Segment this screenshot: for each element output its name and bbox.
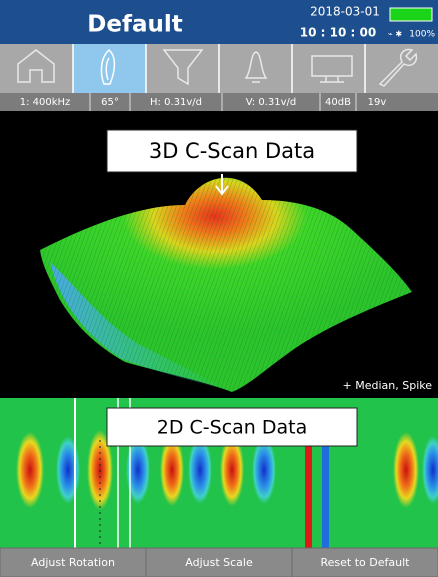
battery-icon xyxy=(390,8,432,21)
action-button[interactable]: Adjust Scale xyxy=(146,548,292,577)
label-3d: 3D C-Scan Data xyxy=(149,139,315,163)
battery-percent: 100% xyxy=(409,30,435,40)
button-label[interactable]: Reset to Default xyxy=(321,556,411,569)
label-2d: 2D C-Scan Data xyxy=(157,417,307,439)
status-item: 19v xyxy=(368,97,387,108)
time: 10 : 10 : 00 xyxy=(300,26,376,40)
buttons: Adjust Rotation Adjust Scale Reset to Defa… xyxy=(0,548,438,577)
profile-title: Default xyxy=(87,12,182,38)
status-item: 65° xyxy=(101,97,119,108)
date: 2018-03-01 xyxy=(310,5,380,19)
button-label[interactable]: Adjust Scale xyxy=(185,556,253,569)
wifi-bt-icons: ⌁ ✱ xyxy=(388,30,402,39)
action-button[interactable]: Reset to Default xyxy=(292,548,438,577)
button-label[interactable]: Adjust Rotation xyxy=(31,556,115,569)
device-screen: Default 2018-03-01 10 : 10 : 00 ⌁ ✱ 100%… xyxy=(0,0,438,577)
action-button[interactable]: Adjust Rotation xyxy=(0,548,146,577)
status-item: H: 0.31v/d xyxy=(150,97,202,108)
status-item: 40dB xyxy=(325,97,351,108)
status-item: 1: 400kHz xyxy=(20,97,71,108)
status-item: V: 0.31v/d xyxy=(246,97,296,108)
filter-info: + Median, Spike xyxy=(343,379,433,392)
